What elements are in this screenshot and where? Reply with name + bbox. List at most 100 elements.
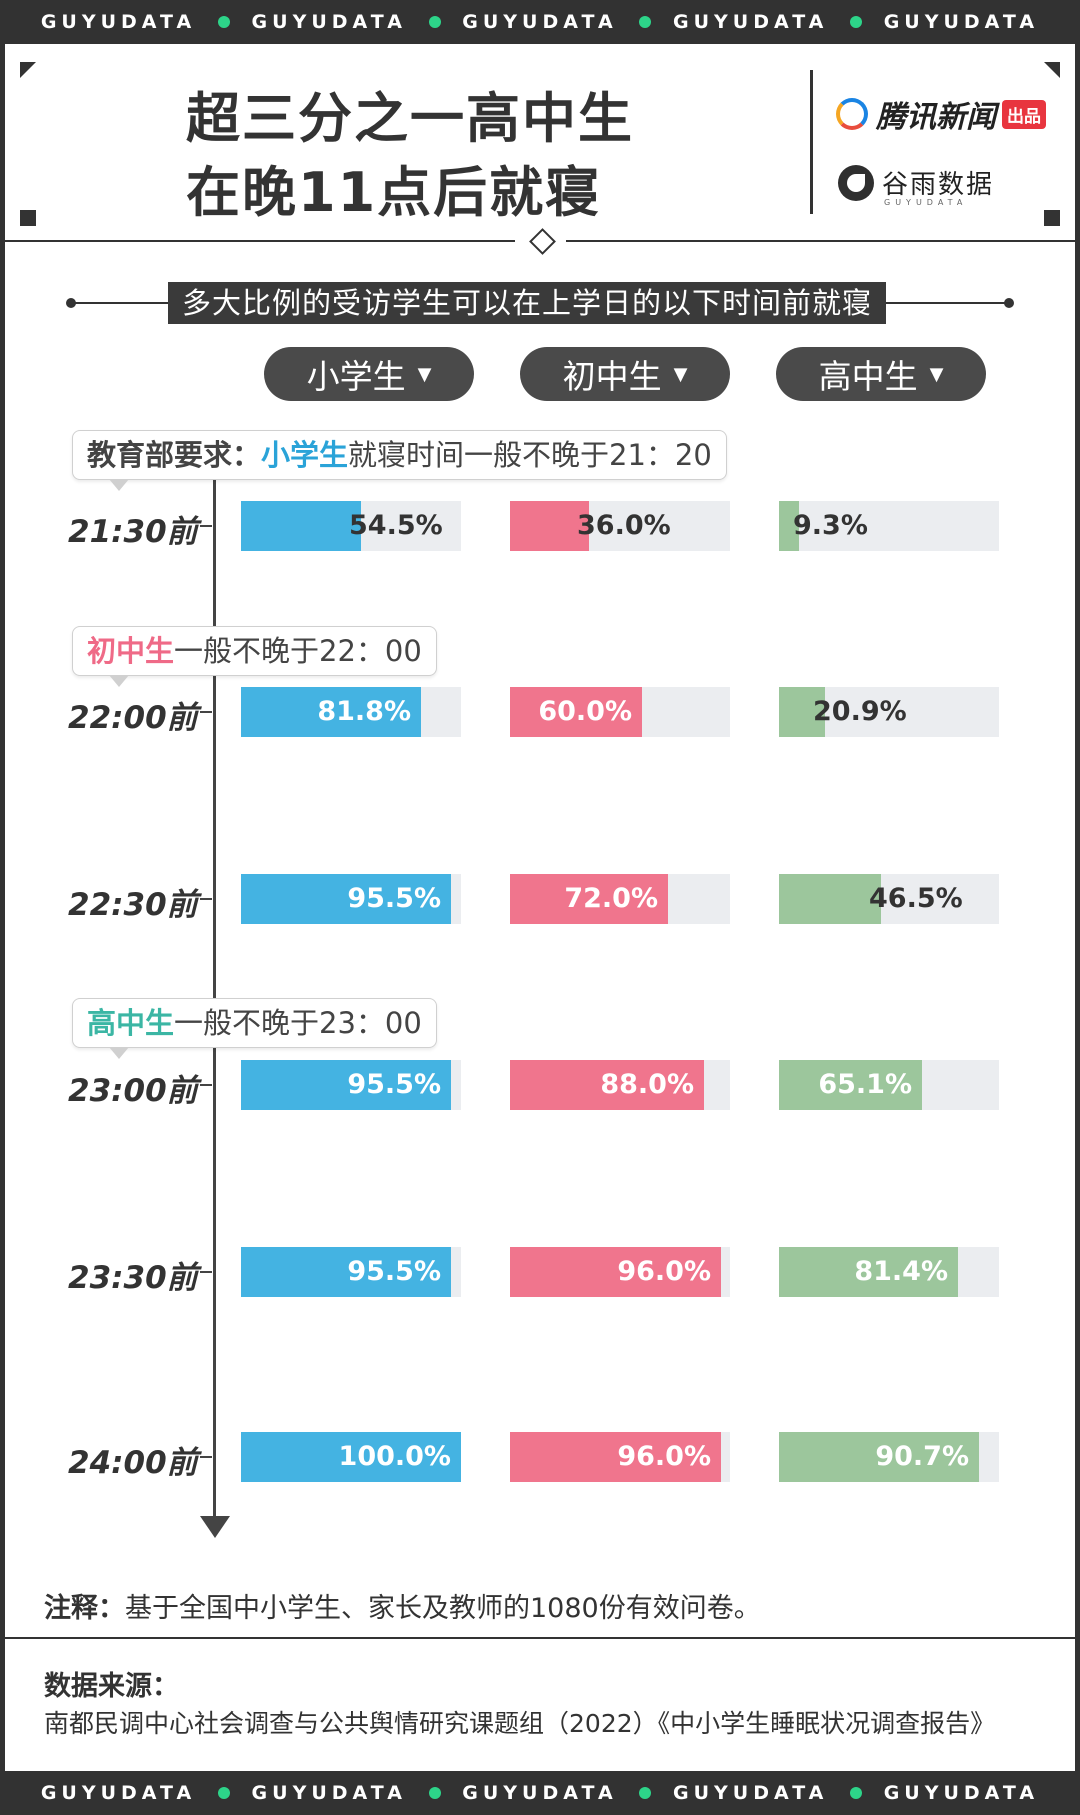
footnote: 注释：基于全国中小学生、家长及教师的1080份有效问卷。	[44, 1586, 761, 1625]
guyu-bird-icon	[838, 164, 874, 201]
bar-value-label: 36.0%	[577, 510, 671, 541]
band-word: GUYUDATA	[883, 1782, 1040, 1804]
bar-track: 95.5%	[241, 1247, 461, 1297]
callout-middle-guideline: 初中生一般不晚于22：00	[72, 626, 437, 687]
page-title-line-2: 在晚11点后就寝	[186, 161, 602, 224]
bar-track: 60.0%	[510, 687, 730, 737]
band-dot	[217, 1787, 230, 1799]
logo-divider	[810, 70, 813, 214]
band-word: GUYUDATA	[883, 11, 1040, 33]
callout-highlight-middle: 初中生	[87, 634, 175, 668]
callout-suffix: 就寝时间一般不晚于21：20	[348, 438, 712, 472]
time-axis-line	[213, 470, 216, 1518]
bar-track: 81.8%	[241, 687, 461, 737]
bar-track: 20.9%	[779, 687, 999, 737]
band-word: GUYUDATA	[672, 11, 829, 33]
axis-tick	[200, 898, 212, 900]
footnote-text: 基于全国中小学生、家长及教师的1080份有效问卷。	[125, 1593, 761, 1624]
series-pill-label: 初中生	[562, 357, 662, 396]
axis-tick	[200, 1271, 212, 1273]
band-word: GUYUDATA	[251, 1782, 407, 1804]
bar-track: 65.1%	[779, 1060, 999, 1110]
bar-fill	[241, 874, 451, 924]
time-category-label: 22:00前	[68, 700, 198, 736]
time-category-label: 24:00前	[68, 1445, 198, 1481]
tencent-news-wordmark: 腾讯新闻	[876, 100, 996, 135]
bar-fill	[779, 1060, 922, 1110]
bar-value-label: 95.5%	[347, 1069, 441, 1100]
series-pill-primary: 小学生 ▼	[264, 347, 474, 401]
bar-fill	[241, 501, 361, 551]
bar-track: 72.0%	[510, 874, 730, 924]
bar-fill	[241, 687, 421, 737]
bar-fill	[510, 874, 668, 924]
band-dot	[428, 16, 441, 28]
bar-track: 96.0%	[510, 1247, 730, 1297]
caret-down-icon: ▼	[673, 363, 688, 385]
bar-fill	[241, 1432, 461, 1482]
band-word: GUYUDATA	[462, 1782, 618, 1804]
band-dot	[428, 1787, 441, 1799]
top-brand-band: GUYUDATA GUYUDATA GUYUDATA GUYUDATA GUYU…	[0, 0, 1080, 44]
bar-fill	[779, 1432, 979, 1482]
band-word: GUYUDATA	[462, 11, 618, 33]
series-pill-high: 高中生 ▼	[776, 347, 986, 401]
bar-track: 9.3%	[779, 501, 999, 551]
time-category-label: 21:30前	[68, 514, 198, 550]
axis-tick	[200, 1456, 212, 1458]
callout-high-guideline: 高中生一般不晚于23：00	[72, 998, 437, 1059]
bar-fill	[241, 1060, 451, 1110]
axis-tick	[200, 525, 212, 527]
time-category-label: 23:00前	[68, 1073, 198, 1109]
bar-fill	[510, 687, 642, 737]
bar-fill	[779, 874, 881, 924]
corner-mark-top-left	[20, 62, 36, 78]
series-pill-middle: 初中生 ▼	[520, 347, 730, 401]
chart-subtitle: 多大比例的受访学生可以在上学日的以下时间前就寝	[168, 282, 887, 324]
bottom-brand-band: GUYUDATA GUYUDATA GUYUDATA GUYUDATA GUYU…	[0, 1771, 1080, 1815]
time-category-label: 23:30前	[68, 1260, 198, 1296]
bar-value-label: 54.5%	[349, 510, 443, 541]
bar-track: 46.5%	[779, 874, 999, 924]
bar-track: 90.7%	[779, 1432, 999, 1482]
bar-fill	[779, 1247, 958, 1297]
band-word: GUYUDATA	[40, 1782, 197, 1804]
header-divider-left	[5, 240, 515, 242]
bar-value-label: 90.7%	[875, 1441, 969, 1472]
bar-fill	[779, 501, 799, 551]
bar-track: 95.5%	[241, 874, 461, 924]
axis-tick	[200, 1084, 212, 1086]
bar-value-label: 46.5%	[869, 883, 963, 914]
frame-right-edge	[1075, 44, 1080, 1771]
footnote-label: 注释：	[44, 1593, 125, 1624]
guyu-data-logo: 谷雨数据 GUYUDATA	[838, 164, 994, 207]
corner-mark-bottom-left	[20, 210, 36, 226]
divider-diamond-icon	[529, 228, 556, 255]
callout-primary-guideline: 教育部要求：小学生就寝时间一般不晚于21：20	[72, 430, 727, 491]
source-text: 南都民调中心社会调查与公共舆情研究课题组（2022）《中小学生睡眠状况调查报告》	[44, 1709, 996, 1738]
tencent-news-badge: 出品	[1002, 99, 1046, 129]
bar-value-label: 95.5%	[347, 1256, 441, 1287]
guyu-sub-wordmark: GUYUDATA	[884, 198, 968, 207]
bar-value-label: 9.3%	[793, 510, 868, 541]
corner-mark-top-right	[1044, 62, 1060, 78]
callout-prefix: 教育部要求：	[87, 438, 262, 472]
caret-down-icon: ▼	[929, 363, 944, 385]
bar-track: 54.5%	[241, 501, 461, 551]
bar-value-label: 60.0%	[538, 696, 632, 727]
bar-fill	[241, 1247, 451, 1297]
caret-down-icon: ▼	[417, 363, 432, 385]
tencent-news-icon	[836, 98, 868, 130]
bar-track: 96.0%	[510, 1432, 730, 1482]
bar-fill	[510, 1432, 721, 1482]
bar-fill	[779, 687, 825, 737]
bar-fill	[510, 1247, 721, 1297]
bar-track: 95.5%	[241, 1060, 461, 1110]
subtitle-rule-dot-left	[66, 298, 76, 308]
band-word: GUYUDATA	[40, 11, 197, 33]
subtitle-rule-dot-right	[1004, 298, 1014, 308]
bar-fill	[510, 1060, 704, 1110]
bar-value-label: 100.0%	[338, 1441, 451, 1472]
page-title-line-1: 超三分之一高中生	[186, 87, 634, 150]
band-dot	[850, 16, 863, 28]
